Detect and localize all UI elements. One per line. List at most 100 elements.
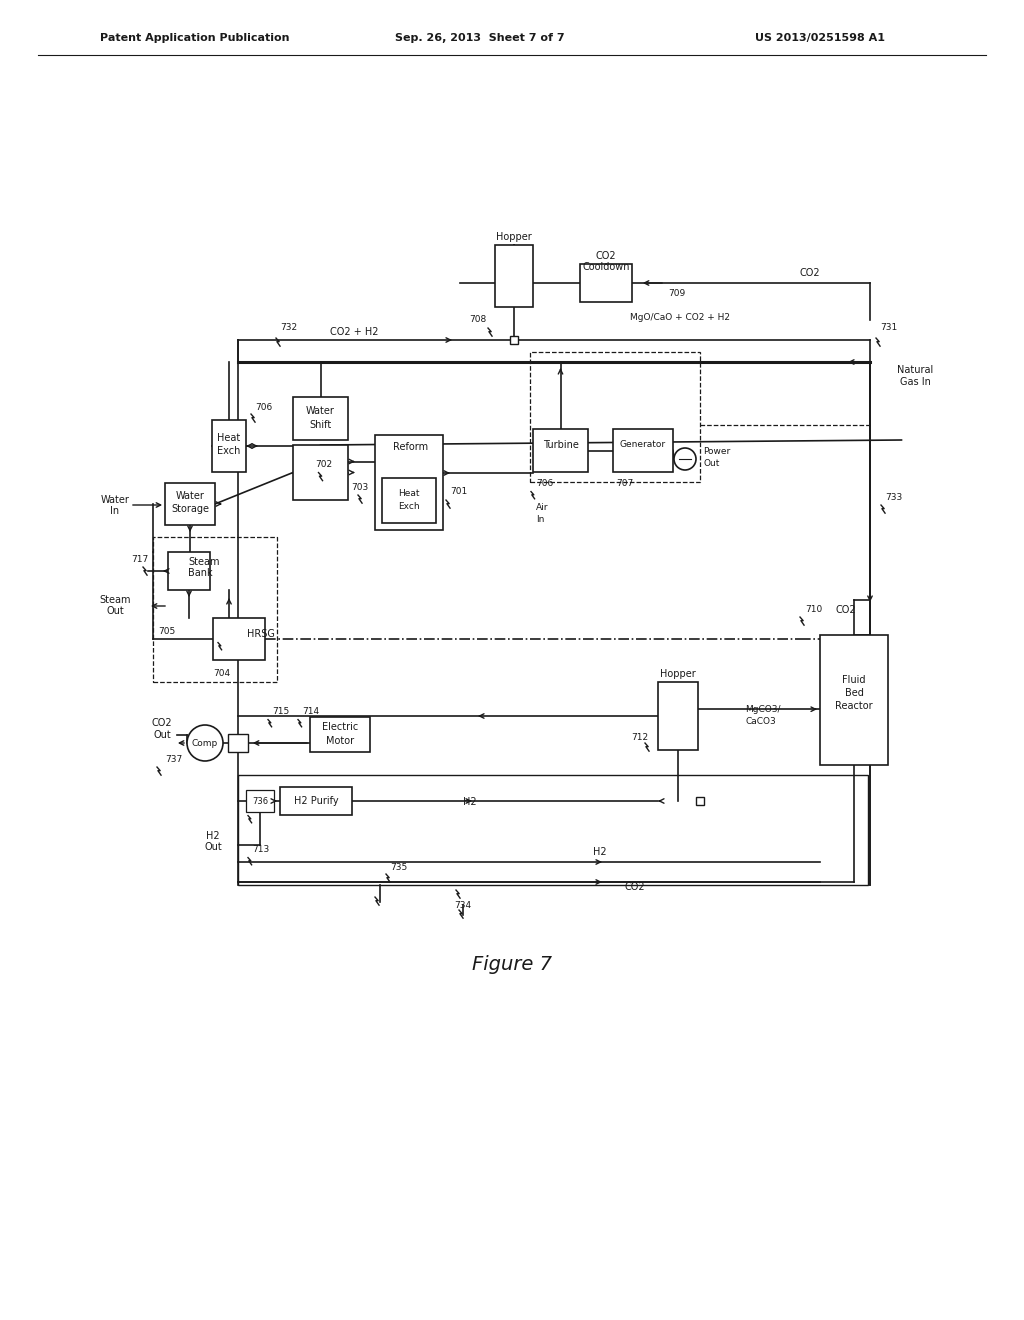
Text: 706: 706 — [255, 403, 272, 412]
Text: 713: 713 — [252, 846, 269, 854]
Bar — [212, 420, 246, 473]
Text: Water: Water — [306, 407, 335, 417]
Text: Generator: Generator — [620, 440, 666, 449]
Bar — [580, 264, 632, 302]
Text: Bank: Bank — [188, 568, 213, 578]
Text: In: In — [536, 515, 545, 524]
Text: MgO/CaO + CO2 + H2: MgO/CaO + CO2 + H2 — [630, 313, 730, 322]
Bar — [213, 618, 265, 660]
Bar — [165, 483, 215, 525]
Text: Electric: Electric — [322, 722, 358, 733]
Bar — [696, 797, 705, 805]
Text: 737: 737 — [165, 755, 182, 764]
Text: 736: 736 — [252, 796, 268, 805]
Text: Out: Out — [106, 606, 124, 616]
Text: Steam: Steam — [99, 595, 131, 605]
Bar — [534, 429, 588, 473]
Text: H2: H2 — [463, 797, 477, 807]
Bar — [510, 337, 518, 345]
Bar — [495, 246, 534, 308]
Text: Exch: Exch — [217, 446, 241, 455]
Text: 714: 714 — [302, 708, 319, 717]
Text: Heat: Heat — [217, 433, 241, 444]
Text: 710: 710 — [805, 606, 822, 615]
Bar — [613, 429, 673, 473]
Circle shape — [187, 725, 223, 762]
Bar — [238, 775, 868, 884]
Bar — [228, 734, 248, 752]
Bar — [375, 436, 443, 531]
Text: 703: 703 — [351, 483, 368, 492]
Text: Turbine: Turbine — [543, 440, 579, 450]
Bar — [153, 537, 278, 682]
Text: Water: Water — [175, 491, 205, 502]
Bar — [382, 478, 436, 523]
Circle shape — [674, 447, 696, 470]
Text: Bed: Bed — [845, 688, 863, 698]
Text: 731: 731 — [880, 323, 897, 333]
Bar — [280, 787, 352, 814]
Text: H2: H2 — [206, 832, 220, 841]
Bar — [820, 635, 888, 766]
Text: 701: 701 — [450, 487, 467, 496]
Text: Storage: Storage — [171, 504, 209, 513]
Text: In: In — [111, 506, 120, 516]
Text: 706: 706 — [536, 479, 553, 488]
Text: CO2: CO2 — [596, 251, 616, 261]
Text: MgCO3/: MgCO3/ — [745, 705, 780, 714]
Bar — [310, 717, 370, 752]
Text: US 2013/0251598 A1: US 2013/0251598 A1 — [755, 33, 885, 44]
Text: Out: Out — [204, 842, 222, 851]
Text: Fluid: Fluid — [843, 675, 865, 685]
Text: Reactor: Reactor — [836, 701, 872, 711]
Text: Out: Out — [154, 730, 171, 741]
Text: Motor: Motor — [326, 735, 354, 746]
Text: CO2: CO2 — [835, 605, 856, 615]
Text: Air: Air — [536, 503, 549, 512]
Bar — [658, 682, 698, 750]
Text: 715: 715 — [272, 708, 289, 717]
Text: Heat: Heat — [398, 488, 420, 498]
Text: CO2: CO2 — [152, 718, 172, 729]
Text: 705: 705 — [158, 627, 175, 636]
Text: Natural: Natural — [897, 366, 933, 375]
Text: Sep. 26, 2013  Sheet 7 of 7: Sep. 26, 2013 Sheet 7 of 7 — [395, 33, 565, 44]
Text: Cooldown: Cooldown — [583, 261, 630, 272]
Text: Steam: Steam — [188, 557, 219, 568]
Text: Out: Out — [703, 459, 720, 469]
Text: 735: 735 — [390, 862, 408, 871]
Bar — [168, 552, 210, 590]
Text: H2: H2 — [593, 847, 607, 857]
Text: 702: 702 — [315, 459, 332, 469]
Text: Comp: Comp — [191, 738, 218, 747]
Text: 707: 707 — [616, 479, 633, 488]
Text: 712: 712 — [631, 733, 648, 742]
Text: Water: Water — [100, 495, 129, 506]
Text: CO2: CO2 — [800, 268, 820, 279]
Bar — [530, 352, 700, 482]
Text: Hopper: Hopper — [496, 232, 531, 242]
Text: 734: 734 — [455, 900, 472, 909]
Text: H2 Purify: H2 Purify — [294, 796, 338, 807]
Bar — [246, 789, 274, 812]
Text: Patent Application Publication: Patent Application Publication — [100, 33, 290, 44]
Text: Hopper: Hopper — [660, 669, 696, 678]
Text: 717: 717 — [131, 556, 148, 565]
Text: CaCO3: CaCO3 — [745, 718, 776, 726]
Text: 733: 733 — [885, 494, 902, 503]
Text: 708: 708 — [469, 315, 486, 325]
Bar — [293, 397, 348, 440]
Text: Power: Power — [703, 446, 730, 455]
Text: 709: 709 — [668, 289, 685, 297]
Text: 732: 732 — [280, 323, 297, 333]
Text: HRSG: HRSG — [247, 630, 274, 639]
Bar — [293, 445, 348, 500]
Text: 704: 704 — [213, 668, 230, 677]
Text: Figure 7: Figure 7 — [472, 956, 552, 974]
Text: Exch: Exch — [398, 502, 420, 511]
Text: Shift: Shift — [309, 420, 332, 429]
Text: Gas In: Gas In — [899, 378, 931, 387]
Text: CO2 + H2: CO2 + H2 — [330, 327, 379, 337]
Text: Reform: Reform — [393, 442, 429, 451]
Text: CO2: CO2 — [625, 882, 645, 892]
